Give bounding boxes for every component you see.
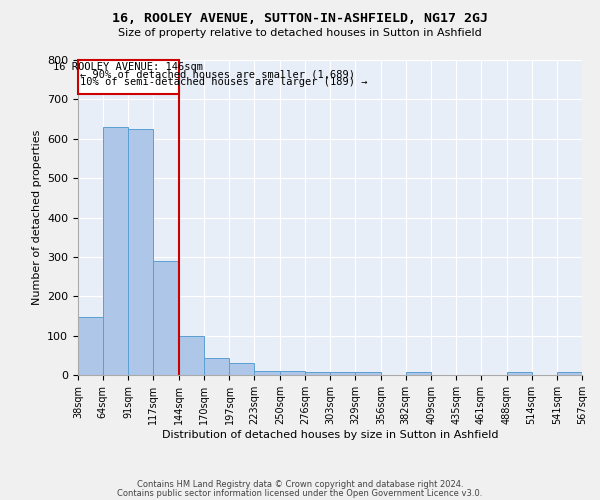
Bar xyxy=(128,129,153,375)
Bar xyxy=(153,261,179,375)
Bar xyxy=(229,363,254,375)
Bar xyxy=(355,372,381,375)
Text: 10% of semi-detached houses are larger (189) →: 10% of semi-detached houses are larger (… xyxy=(80,77,367,87)
Bar xyxy=(103,127,128,375)
Bar xyxy=(254,371,280,375)
Y-axis label: Number of detached properties: Number of detached properties xyxy=(32,130,41,305)
X-axis label: Distribution of detached houses by size in Sutton in Ashfield: Distribution of detached houses by size … xyxy=(162,430,498,440)
Bar xyxy=(179,336,204,375)
Bar xyxy=(331,372,355,375)
Text: Size of property relative to detached houses in Sutton in Ashfield: Size of property relative to detached ho… xyxy=(118,28,482,38)
Bar xyxy=(280,371,305,375)
Text: ← 90% of detached houses are smaller (1,689): ← 90% of detached houses are smaller (1,… xyxy=(80,70,355,80)
Text: Contains HM Land Registry data © Crown copyright and database right 2024.: Contains HM Land Registry data © Crown c… xyxy=(137,480,463,489)
Text: Contains public sector information licensed under the Open Government Licence v3: Contains public sector information licen… xyxy=(118,488,482,498)
FancyBboxPatch shape xyxy=(78,60,179,94)
Bar xyxy=(204,358,229,375)
Bar xyxy=(406,372,431,375)
Text: 16 ROOLEY AVENUE: 146sqm: 16 ROOLEY AVENUE: 146sqm xyxy=(53,62,203,72)
Bar xyxy=(507,372,532,375)
Bar xyxy=(557,372,582,375)
Bar xyxy=(305,372,331,375)
Bar xyxy=(78,316,103,375)
Text: 16, ROOLEY AVENUE, SUTTON-IN-ASHFIELD, NG17 2GJ: 16, ROOLEY AVENUE, SUTTON-IN-ASHFIELD, N… xyxy=(112,12,488,26)
